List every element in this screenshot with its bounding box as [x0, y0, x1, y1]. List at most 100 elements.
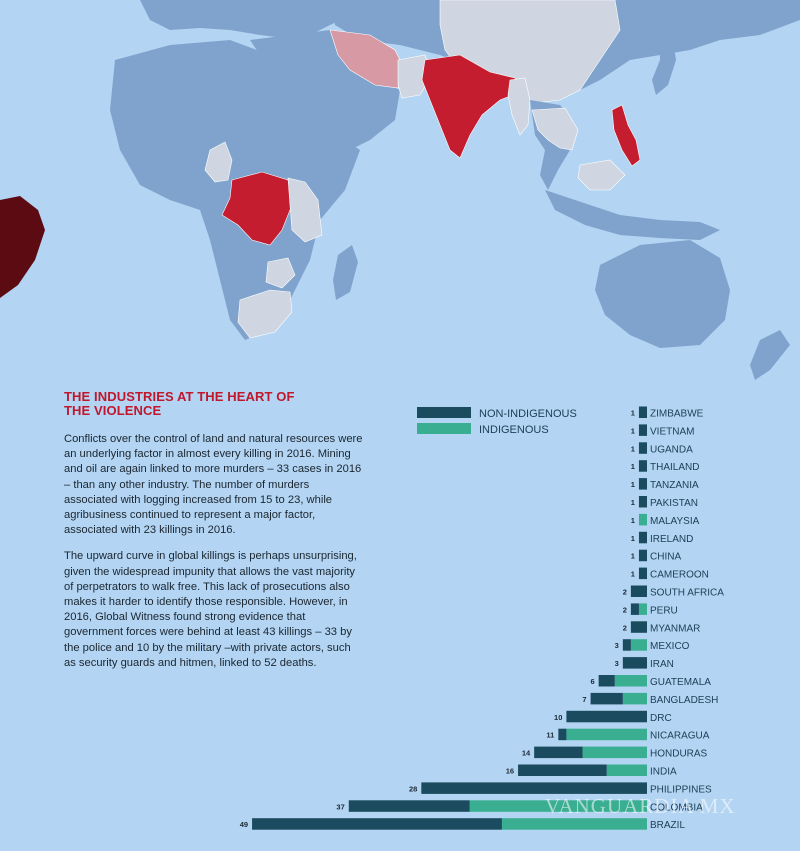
bar-category-14: IRAN [650, 659, 674, 670]
indonesia-islands [545, 190, 720, 240]
bar-total-15: 6 [590, 677, 594, 686]
bar-total-4: 1 [631, 480, 635, 489]
bar-non-indigenous-18 [558, 728, 567, 741]
bar-non-indigenous-16 [590, 692, 623, 705]
bar-total-2: 1 [631, 444, 635, 453]
article-heading: THE INDUSTRIES AT THE HEART OF THE VIOLE… [64, 389, 295, 418]
bar-non-indigenous-2 [638, 442, 647, 454]
bar-non-indigenous-14 [622, 657, 647, 669]
bar-category-17: DRC [650, 713, 672, 724]
bar-non-indigenous-1 [638, 424, 647, 436]
bar-non-indigenous-22 [348, 800, 470, 812]
legend-swatch-1 [417, 423, 471, 434]
bar-category-2: UGANDA [650, 444, 693, 455]
chart-legend: NON-INDIGENOUS INDIGENOUS [417, 407, 577, 436]
bar-total-19: 14 [522, 749, 531, 758]
bar-non-indigenous-13 [622, 639, 631, 651]
japan-islands [652, 35, 676, 95]
bar-indigenous-13 [630, 639, 647, 651]
bar-category-23: BRAZIL [650, 820, 685, 831]
article-text: THE INDUSTRIES AT THE HEART OF THE VIOLE… [64, 390, 364, 682]
bar-category-19: HONDURAS [650, 749, 708, 760]
bar-total-16: 7 [582, 695, 586, 704]
bar-non-indigenous-3 [638, 460, 647, 472]
malaysia-region [577, 159, 626, 191]
bar-indigenous-16 [622, 692, 647, 705]
australia-landmass [595, 240, 730, 348]
cameroon-country [204, 141, 233, 183]
bar-non-indigenous-5 [638, 496, 647, 508]
myanmar-country [507, 77, 531, 136]
bar-total-13: 3 [615, 641, 619, 650]
bar-indigenous-19 [582, 746, 647, 759]
world-map [0, 0, 800, 390]
bar-category-16: BANGLADESH [650, 695, 718, 706]
bar-total-22: 37 [336, 802, 344, 811]
bar-non-indigenous-23 [252, 818, 502, 830]
bar-non-indigenous-12 [630, 621, 647, 633]
legend-label-0: NON-INDIGENOUS [479, 408, 577, 420]
bar-category-9: CAMEROON [650, 570, 709, 581]
bar-non-indigenous-7 [638, 531, 647, 544]
bar-total-1: 1 [631, 426, 635, 435]
bar-total-21: 28 [409, 784, 417, 793]
bar-total-14: 3 [615, 659, 619, 668]
bar-category-3: THAILAND [650, 462, 699, 473]
bar-total-3: 1 [631, 462, 635, 471]
bar-total-11: 2 [623, 605, 627, 614]
bar-non-indigenous-20 [518, 764, 607, 776]
bar-non-indigenous-8 [638, 549, 647, 562]
madagascar-island [333, 245, 358, 300]
brazil-country [0, 196, 45, 298]
bar-category-7: IRELAND [650, 534, 693, 545]
bar-category-10: SOUTH AFRICA [650, 588, 724, 599]
bar-non-indigenous-10 [630, 585, 647, 597]
new-zealand-islands [750, 330, 790, 380]
bar-non-indigenous-21 [421, 782, 647, 794]
iran-country [329, 29, 406, 89]
bar-total-9: 1 [631, 570, 635, 579]
zimbabwe-country [265, 257, 296, 289]
bar-non-indigenous-19 [534, 746, 583, 759]
bar-category-4: TANZANIA [650, 480, 699, 491]
bar-indigenous-6 [638, 513, 647, 526]
bar-non-indigenous-4 [638, 478, 647, 490]
bar-total-5: 1 [631, 498, 635, 507]
bar-indigenous-11 [638, 603, 647, 615]
legend-label-1: INDIGENOUS [479, 424, 549, 436]
philippines-country [611, 104, 641, 167]
article-paragraph-1: Conflicts over the control of land and n… [64, 433, 363, 537]
bar-total-17: 10 [554, 713, 562, 722]
south-africa-country [237, 289, 293, 339]
bar-category-8: CHINA [650, 552, 681, 563]
bar-total-18: 11 [546, 731, 554, 740]
middle-east-landmass [250, 30, 400, 155]
bar-category-12: MYANMAR [650, 623, 700, 634]
bar-non-indigenous-17 [566, 710, 647, 723]
uganda-tanzania-region [287, 177, 323, 243]
bar-total-23: 49 [240, 820, 248, 829]
bar-category-6: MALAYSIA [650, 516, 700, 527]
bar-category-0: ZIMBABWE [650, 409, 704, 420]
bar-category-5: PAKISTAN [650, 498, 698, 509]
watermark-text: VANGUARDIA MX [545, 794, 736, 818]
bar-total-6: 1 [631, 516, 635, 525]
bar-category-11: PERU [650, 605, 678, 616]
bar-total-10: 2 [623, 588, 627, 597]
bar-category-13: MEXICO [650, 641, 690, 652]
bar-indigenous-18 [566, 728, 647, 741]
bar-non-indigenous-9 [638, 567, 647, 580]
legend-swatch-0 [417, 407, 471, 418]
india-country [421, 54, 521, 159]
bar-non-indigenous-11 [630, 603, 639, 615]
bar-category-20: INDIA [650, 767, 677, 778]
bar-non-indigenous-0 [638, 406, 647, 418]
bar-indigenous-23 [501, 818, 647, 830]
bar-non-indigenous-15 [598, 675, 615, 687]
bar-category-1: VIETNAM [650, 426, 694, 437]
bar-indigenous-15 [614, 675, 647, 687]
bar-total-7: 1 [631, 534, 635, 543]
europe-landmass [140, 0, 340, 40]
bar-total-12: 2 [623, 623, 627, 632]
bar-total-8: 1 [631, 552, 635, 561]
